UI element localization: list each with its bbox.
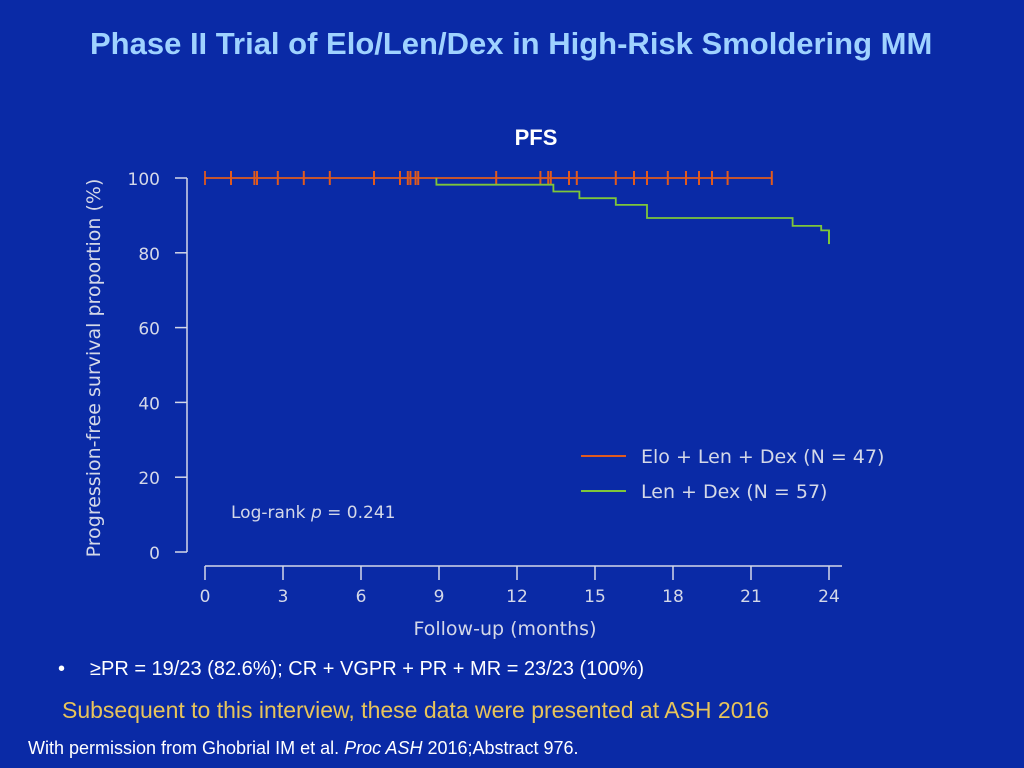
legend-label-series-0: Elo + Len + Dex (N = 47): [641, 446, 884, 468]
y-tick-label: 20: [138, 469, 160, 489]
x-tick-label: 0: [200, 587, 211, 607]
x-tick-label: 9: [434, 587, 445, 607]
y-tick-label: 100: [128, 170, 160, 190]
ash-note: Subsequent to this interview, these data…: [62, 697, 770, 723]
y-axis-label: Progression-free survival proportion (%): [83, 179, 105, 558]
x-tick-label: 3: [278, 587, 289, 607]
y-tick-label: 60: [138, 320, 160, 340]
results-bullet-text: ≥PR = 19/23 (82.6%); CR + VGPR + PR + MR…: [90, 658, 645, 680]
km-curve-series-1: [435, 178, 830, 238]
y-tick-label: 40: [138, 394, 160, 414]
slide-title: Phase II Trial of Elo/Len/Dex in High-Ri…: [90, 26, 933, 61]
results-bullet: • ≥PR = 19/23 (82.6%); CR + VGPR + PR + M…: [58, 658, 644, 681]
chart-title: PFS: [515, 125, 558, 150]
citation: With permission from Ghobrial IM et al. …: [28, 738, 579, 759]
citation-suffix: 2016;Abstract 976.: [422, 738, 579, 758]
pfs-chart: PFS 0 20 40 60 80 100 0 3 6 9 12 15 18 21 24 Follow-up …: [0, 110, 1024, 650]
citation-journal: Proc ASH: [344, 738, 423, 758]
x-axis-label: Follow-up (months): [414, 618, 597, 640]
x-tick-label: 6: [356, 587, 367, 607]
y-tick-label: 80: [138, 245, 160, 265]
legend-label-series-1: Len + Dex (N = 57): [641, 481, 827, 503]
x-tick-label: 18: [662, 587, 684, 607]
log-rank-annotation: Log-rank p = 0.241: [231, 503, 395, 523]
y-tick-label: 0: [149, 544, 160, 564]
citation-prefix: With permission from Ghobrial IM et al.: [28, 738, 345, 758]
x-tick-label: 24: [818, 587, 840, 607]
x-tick-label: 21: [740, 587, 762, 607]
x-tick-label: 12: [506, 587, 528, 607]
pfs-chart-svg: PFS 0 20 40 60 80 100 0 3 6 9 12 15 18 21 24 Follow-up …: [83, 125, 884, 640]
bullet-dot-icon: •: [58, 658, 66, 680]
x-tick-label: 15: [584, 587, 606, 607]
